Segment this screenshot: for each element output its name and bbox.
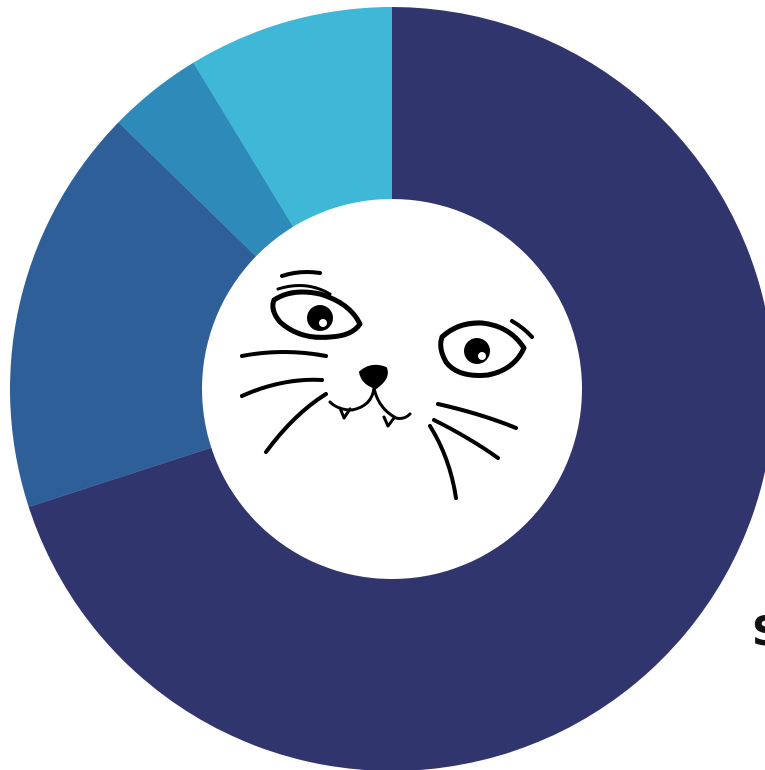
cat-face-icon <box>240 270 534 500</box>
cut-off-label: S <box>752 612 765 652</box>
